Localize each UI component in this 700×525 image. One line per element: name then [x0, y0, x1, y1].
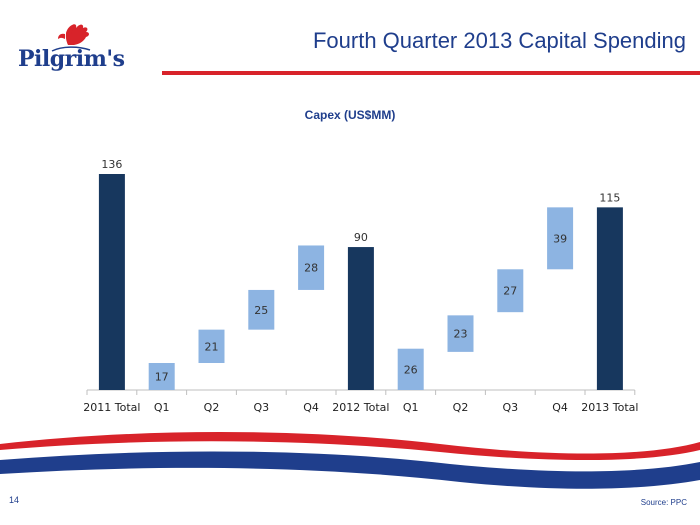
x-tick-label: 2012 Total [332, 401, 389, 414]
quarter-bar [148, 363, 175, 390]
x-tick-label: Q3 [253, 401, 269, 414]
quarter-bar [198, 329, 225, 363]
page-number: 14 [9, 495, 20, 505]
x-tick-label: Q4 [303, 401, 319, 414]
x-tick-label: Q1 [154, 401, 170, 414]
quarter-bar [248, 289, 275, 330]
chart-title: Capex (US$MM) [304, 108, 396, 122]
pilgrims-logo [51, 24, 91, 52]
data-label: 25 [254, 304, 268, 317]
x-tick-label: 2011 Total [83, 401, 140, 414]
title-rule [162, 71, 700, 75]
rooster-icon [58, 24, 89, 45]
total-bar [596, 207, 623, 390]
quarter-bar [447, 315, 474, 352]
quarter-bar [397, 348, 424, 390]
total-bar [347, 247, 374, 390]
data-label: 115 [599, 191, 620, 204]
data-label: 26 [404, 363, 418, 376]
x-tick-label: Q2 [204, 401, 220, 414]
data-label: 90 [354, 231, 368, 244]
data-label: 17 [155, 371, 169, 384]
data-label: 27 [503, 285, 517, 298]
total-bar [98, 174, 125, 390]
data-label: 23 [454, 328, 468, 341]
quarter-bar [497, 269, 524, 313]
data-label: 21 [205, 340, 219, 353]
footer-wave [0, 432, 700, 525]
capex-waterfall-chart: 136 2011 Total 17 Q1 21 Q2 25 Q3 28 Q4 90 2012 Tota… [83, 158, 638, 414]
logo-swoosh [51, 46, 91, 52]
data-label: 28 [304, 262, 318, 275]
x-tick-label: Q3 [502, 401, 518, 414]
quarter-bar [298, 245, 325, 290]
x-tick-label: Q1 [403, 401, 419, 414]
x-tick-label: Q4 [552, 401, 568, 414]
data-label: 39 [553, 232, 567, 245]
x-tick-label: Q2 [453, 401, 469, 414]
quarter-bar [547, 207, 574, 270]
source-note: Source: PPC [640, 498, 687, 507]
data-label: 136 [101, 158, 122, 171]
logo-text: Pilgrim's [18, 46, 125, 72]
slide-title: Fourth Quarter 2013 Capital Spending [312, 28, 686, 53]
x-tick-label: 2013 Total [581, 401, 638, 414]
